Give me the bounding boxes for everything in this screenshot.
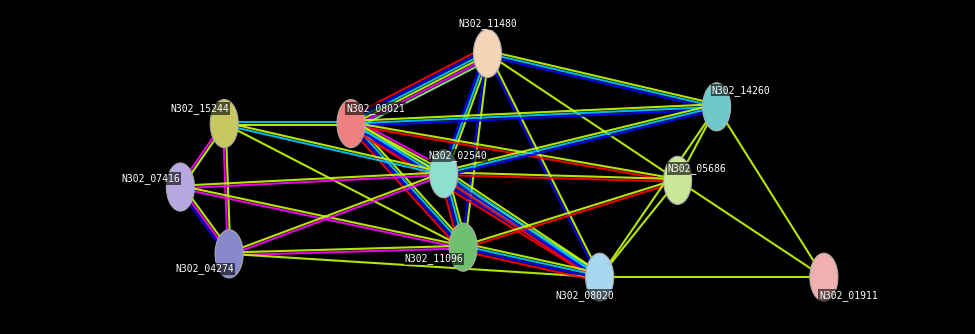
Text: N302_08021: N302_08021 bbox=[346, 103, 405, 114]
Ellipse shape bbox=[703, 83, 730, 131]
Ellipse shape bbox=[474, 29, 501, 77]
Ellipse shape bbox=[215, 230, 243, 278]
Ellipse shape bbox=[337, 100, 365, 148]
Ellipse shape bbox=[167, 163, 194, 211]
Text: N302_11480: N302_11480 bbox=[458, 18, 517, 29]
Text: N302_11096: N302_11096 bbox=[405, 254, 463, 264]
Ellipse shape bbox=[211, 100, 238, 148]
Text: N302_07416: N302_07416 bbox=[122, 173, 180, 184]
Ellipse shape bbox=[430, 150, 457, 198]
Ellipse shape bbox=[586, 253, 613, 301]
Text: N302_15244: N302_15244 bbox=[171, 103, 229, 114]
Ellipse shape bbox=[810, 253, 838, 301]
Text: N302_04274: N302_04274 bbox=[176, 264, 234, 274]
Text: N302_14260: N302_14260 bbox=[712, 85, 770, 96]
Ellipse shape bbox=[449, 223, 477, 271]
Text: N302_08020: N302_08020 bbox=[556, 290, 614, 301]
Text: N302_05686: N302_05686 bbox=[668, 163, 726, 174]
Ellipse shape bbox=[664, 156, 691, 204]
Text: N302_02540: N302_02540 bbox=[429, 150, 488, 161]
Text: N302_01911: N302_01911 bbox=[819, 290, 878, 301]
